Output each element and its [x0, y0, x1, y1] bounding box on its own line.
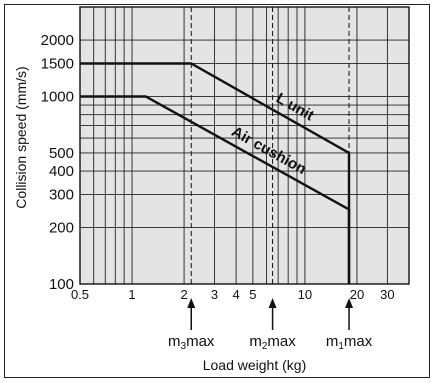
x-tick-label: 1: [128, 287, 135, 302]
x-tick-label: 10: [298, 287, 312, 302]
marker-label: m3max: [168, 333, 215, 352]
x-tick-label: 5: [249, 287, 256, 302]
figure-frame: [4, 4, 430, 378]
y-tick-label: 1500: [41, 55, 74, 72]
marker-label: m2max: [249, 333, 296, 352]
marker-label: m1max: [326, 333, 373, 352]
x-tick-label: 30: [380, 287, 394, 302]
plot-border: [79, 6, 410, 285]
plot-area: [80, 7, 409, 284]
marker-label-suffix: max: [344, 333, 373, 350]
y-tick-label: 400: [49, 163, 74, 180]
marker-label-suffix: max: [186, 333, 215, 350]
x-axis-label: Load weight (kg): [203, 357, 307, 373]
y-axis-label: Collision speed (mm/s): [13, 66, 29, 208]
y-tick-label: 500: [49, 145, 74, 162]
x-tick-label: 3: [211, 287, 218, 302]
x-tick-label: 2: [180, 287, 187, 302]
marker-label-subscript: 1: [338, 341, 344, 352]
marker-label-prefix: m: [249, 333, 262, 350]
y-tick-label: 1000: [41, 88, 74, 105]
x-tick-label: 0.5: [71, 287, 89, 302]
x-tick-label: 20: [350, 287, 364, 302]
y-tick-label: 100: [49, 276, 74, 293]
x-tick-label: 4: [233, 287, 240, 302]
marker-label-prefix: m: [168, 333, 181, 350]
y-tick-label: 2000: [41, 32, 74, 49]
marker-arrow-head: [268, 298, 277, 308]
y-tick-label: 200: [49, 220, 74, 237]
series-line-1: [80, 95, 351, 284]
y-tick-label: 300: [49, 187, 74, 204]
marker-arrow-head: [187, 298, 196, 308]
marker-label-subscript: 2: [262, 341, 268, 352]
marker-label-subscript: 3: [181, 341, 187, 352]
marker-label-suffix: max: [267, 333, 296, 350]
marker-label-prefix: m: [326, 333, 339, 350]
marker-arrow-head: [345, 298, 354, 308]
